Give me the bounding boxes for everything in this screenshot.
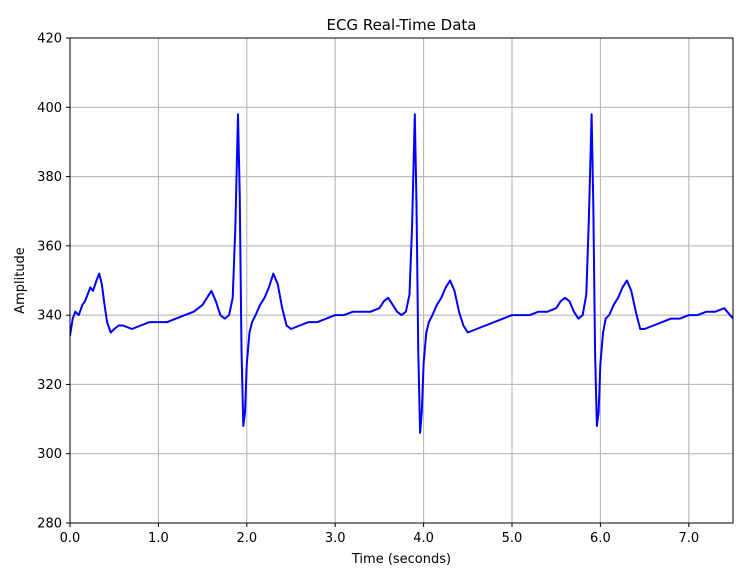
y-tick-label: 300 (37, 447, 62, 462)
ticks: 0.0 1.0 2.0 3.0 4.0 5.0 6.0 7.0 280 300 320 340 360 3… (37, 32, 699, 547)
ecg-series-line (70, 113, 733, 434)
chart-title: ECG Real-Time Data (326, 16, 476, 34)
y-tick-label: 400 (37, 101, 62, 116)
y-tick-label: 420 (37, 32, 62, 47)
y-tick-label: 320 (37, 378, 62, 393)
x-tick-label: 3.0 (325, 531, 346, 546)
y-tick-label: 380 (37, 170, 62, 185)
y-tick-label: 340 (37, 309, 62, 324)
x-tick-label: 6.0 (590, 531, 611, 546)
series-layer (70, 113, 733, 434)
x-tick-label: 5.0 (502, 531, 523, 546)
y-tick-label: 360 (37, 239, 62, 254)
plot-area-frame (69, 37, 734, 524)
grid (69, 37, 733, 524)
y-axis-label: Amplitude (13, 247, 28, 314)
x-tick-label: 4.0 (413, 531, 434, 546)
x-tick-label: 7.0 (678, 531, 699, 546)
x-tick-label: 0.0 (60, 531, 81, 546)
y-tick-label: 280 (37, 517, 62, 532)
x-axis-label: Time (seconds) (351, 552, 451, 567)
x-tick-label: 2.0 (236, 531, 257, 546)
x-tick-label: 1.0 (148, 531, 169, 546)
